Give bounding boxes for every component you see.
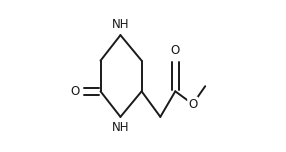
Text: O: O [171, 43, 180, 57]
Text: O: O [188, 98, 197, 111]
Text: O: O [70, 85, 79, 98]
Text: NH: NH [112, 18, 129, 31]
Text: NH: NH [112, 121, 129, 134]
